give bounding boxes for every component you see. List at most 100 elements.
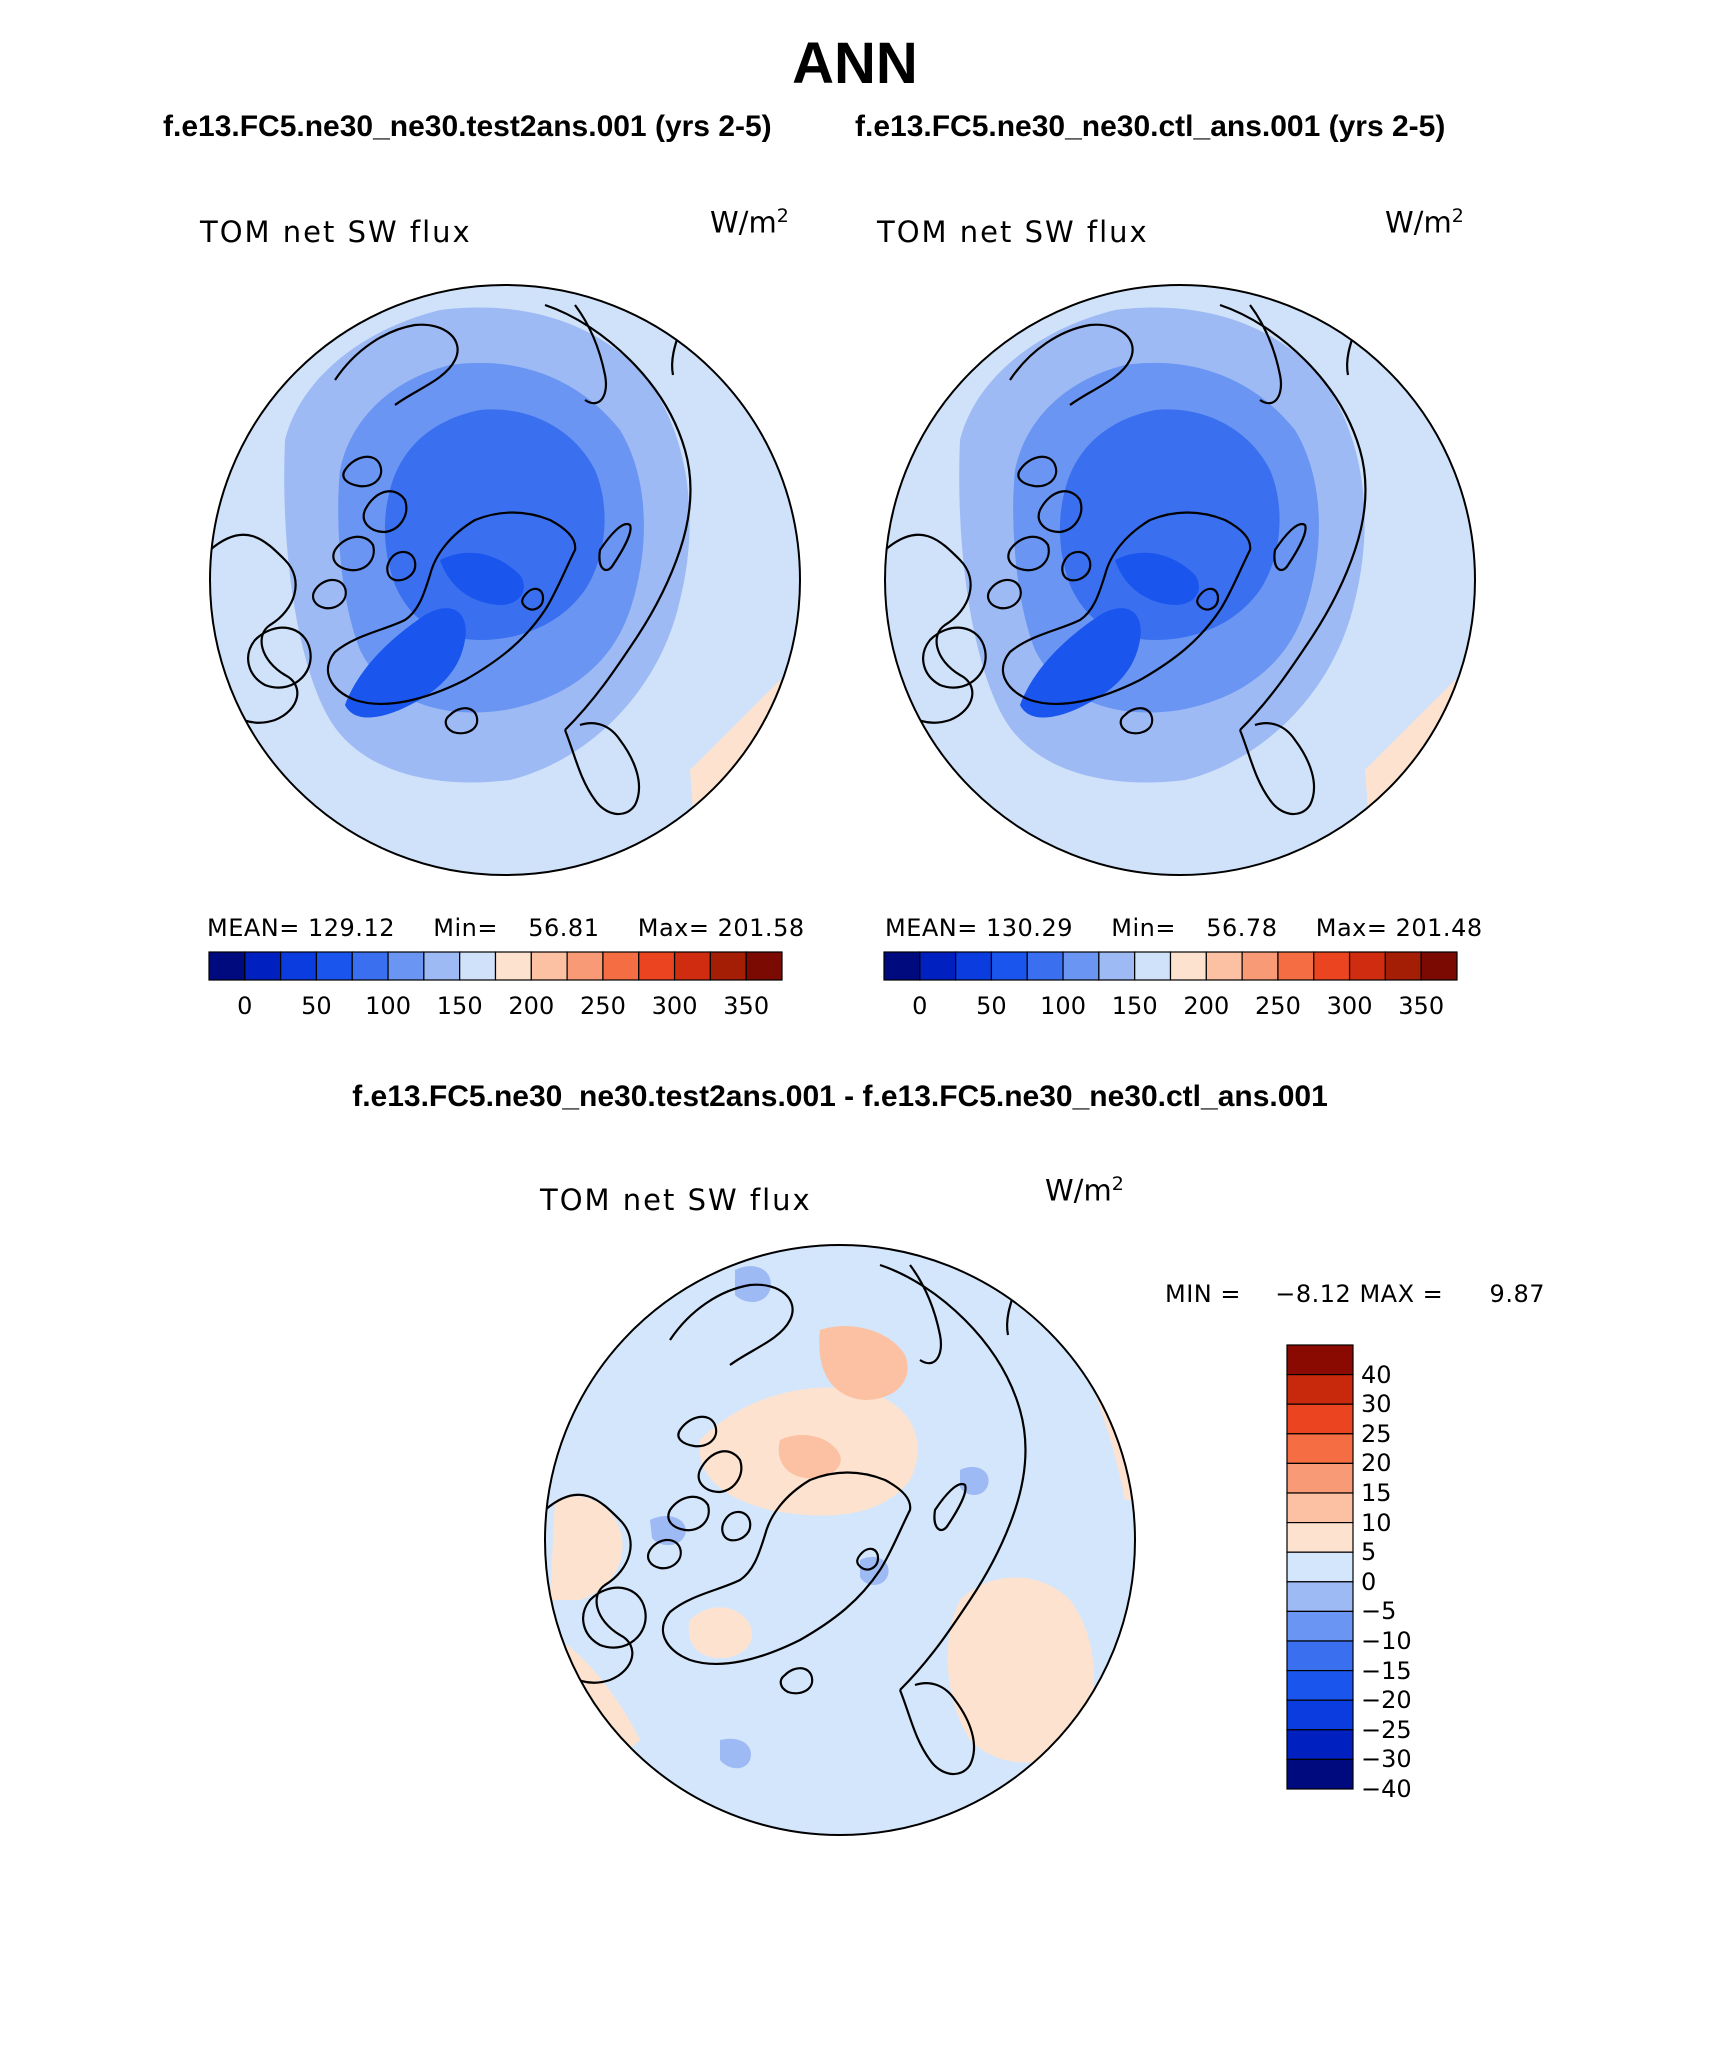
- left-colorbar-box: [423, 951, 461, 981]
- diff-colorbar-tick-label: 40: [1361, 1360, 1392, 1389]
- right-colorbar-tick-label: 250: [1255, 992, 1301, 1020]
- diff-colorbar-box: [1286, 1669, 1354, 1701]
- left-colorbar-box: [673, 951, 711, 981]
- diff-colorbar-box: [1286, 1551, 1354, 1583]
- right-stats: MEAN= 130.29 Min= 56.78 Max= 201.48: [885, 914, 1483, 942]
- left-colorbar-box: [315, 951, 353, 981]
- left-stats: MEAN= 129.12 Min= 56.81 Max= 201.58: [207, 914, 805, 942]
- diff-colorbar-box: [1286, 1729, 1354, 1761]
- left-colorbar-box: [351, 951, 389, 981]
- right-min-label: Min=: [1111, 914, 1176, 942]
- right-max-label: Max=: [1315, 914, 1388, 942]
- right-colorbar-box: [1134, 951, 1172, 981]
- right-min-value: 56.78: [1206, 914, 1278, 942]
- left-map-boundary: [209, 284, 801, 876]
- diff-colorbar-box: [1286, 1610, 1354, 1642]
- right-colorbar-box: [919, 951, 957, 981]
- diff-max-value: 9.87: [1489, 1280, 1545, 1308]
- diff-colorbar-box: [1286, 1581, 1354, 1613]
- diff-colorbar-tick-label: −30: [1361, 1745, 1412, 1774]
- left-colorbar-tick-label: 150: [436, 992, 483, 1020]
- difference-map: [544, 1244, 1136, 1836]
- left-colorbar-box: [387, 951, 425, 981]
- diff-colorbar-box: [1286, 1758, 1354, 1790]
- diff-colorbar-tick-label: 0: [1361, 1567, 1377, 1596]
- difference-title: f.e13.FC5.ne30_ne30.test2ans.001 - f.e13…: [352, 1080, 1328, 1113]
- diff-colorbar-tick-label: 15: [1361, 1479, 1392, 1507]
- left-panel-label: TOM net SW flux: [200, 215, 472, 249]
- right-colorbar-box: [1026, 951, 1064, 981]
- left-subtitle: f.e13.FC5.ne30_ne30.test2ans.001 (yrs 2-…: [163, 110, 772, 143]
- left-colorbar-box: [280, 951, 318, 981]
- left-colorbar-box: [745, 951, 783, 981]
- right-colorbar-tick-label: 50: [976, 992, 1007, 1020]
- diff-colorbar-box: [1286, 1344, 1354, 1376]
- right-map-boundary: [884, 284, 1476, 876]
- diff-colorbar-tick-label: −15: [1361, 1656, 1412, 1685]
- left-panel-units: W/m2: [710, 205, 789, 240]
- right-colorbar-box: [1062, 951, 1100, 981]
- left-colorbar-box: [244, 951, 282, 981]
- left-colorbar-box: [459, 951, 497, 981]
- right-colorbar-tick-label: 300: [1326, 992, 1373, 1020]
- left-max-value: 201.58: [717, 914, 805, 942]
- left-colorbar-tick-label: 100: [365, 992, 411, 1020]
- diff-colorbar-tick-label: −25: [1361, 1715, 1412, 1744]
- right-colorbar-box: [1098, 951, 1136, 981]
- diff-colorbar-tick-label: 5: [1361, 1538, 1377, 1567]
- right-colorbar-box: [1348, 951, 1386, 981]
- left-colorbar-box: [638, 951, 676, 981]
- left-colorbar-tick-label: 0: [237, 992, 253, 1020]
- diff-colorbar-box: [1286, 1462, 1354, 1494]
- left-colorbar-box: [709, 951, 747, 981]
- diff-max-label: MAX =: [1359, 1280, 1444, 1308]
- diff-colorbar-tick-label: 10: [1361, 1508, 1392, 1537]
- right-panel-label: TOM net SW flux: [877, 215, 1149, 249]
- diff-colorbar-box: [1286, 1699, 1354, 1731]
- left-colorbar-tick-label: 250: [580, 992, 626, 1020]
- diff-min-value: −8.12: [1275, 1280, 1352, 1308]
- left-min-label: Min=: [433, 914, 498, 942]
- diff-colorbar-tick-label: 25: [1361, 1419, 1392, 1448]
- right-panel-units: W/m2: [1385, 205, 1464, 240]
- diff-panel-label: TOM net SW flux: [540, 1183, 812, 1217]
- left-min-value: 56.81: [528, 914, 600, 942]
- left-colorbar-box: [530, 951, 568, 981]
- right-mean-label: MEAN=: [885, 914, 978, 942]
- diff-colorbar-box: [1286, 1640, 1354, 1672]
- right-colorbar-box: [1384, 951, 1422, 981]
- right-colorbar: [883, 951, 1458, 981]
- right-colorbar-tick-label: 200: [1183, 992, 1230, 1020]
- right-subtitle: f.e13.FC5.ne30_ne30.ctl_ans.001 (yrs 2-5…: [855, 110, 1446, 143]
- left-colorbar-tick-label: 50: [301, 992, 332, 1020]
- diff-min-label: MIN =: [1165, 1280, 1241, 1308]
- diff-colorbar: [1286, 1344, 1354, 1790]
- left-mean-label: MEAN=: [207, 914, 300, 942]
- left-max-label: Max=: [637, 914, 710, 942]
- page-title: ANN: [792, 31, 918, 96]
- diff-colorbar-tick-label: −20: [1361, 1686, 1412, 1715]
- left-colorbar-box: [566, 951, 604, 981]
- diff-colorbar-box: [1286, 1433, 1354, 1465]
- right-colorbar-tick-label: 0: [912, 992, 928, 1020]
- right-colorbar-box: [1277, 951, 1315, 981]
- right-colorbar-tick-label: 150: [1111, 992, 1158, 1020]
- left-colorbar-tick-label: 300: [651, 992, 698, 1020]
- diff-panel-units: W/m2: [1045, 1173, 1124, 1208]
- right-map: [884, 284, 1476, 876]
- diff-stats: MIN = −8.12 MAX = 9.87: [1165, 1280, 1545, 1308]
- diff-colorbar-tick-label: −10: [1361, 1627, 1412, 1655]
- left-mean-value: 129.12: [308, 914, 395, 942]
- diff-colorbar-tick-label: 30: [1361, 1390, 1392, 1419]
- right-colorbar-tick-label: 350: [1398, 992, 1445, 1020]
- right-colorbar-box: [883, 951, 921, 981]
- diff-colorbar-box: [1286, 1403, 1354, 1435]
- right-colorbar-box: [1205, 951, 1243, 981]
- left-colorbar-tick-label: 350: [723, 992, 770, 1020]
- right-max-value: 201.48: [1395, 914, 1483, 942]
- left-colorbar-box: [208, 951, 246, 981]
- left-map: [209, 284, 801, 876]
- diff-colorbar-tick-label: −5: [1361, 1597, 1397, 1626]
- left-colorbar-box: [602, 951, 640, 981]
- right-mean-value: 130.29: [986, 914, 1073, 942]
